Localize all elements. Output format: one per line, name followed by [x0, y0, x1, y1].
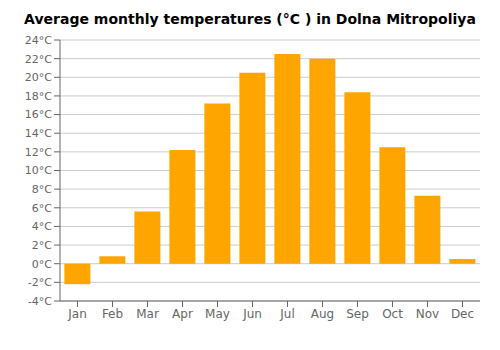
svg-text:14°C: 14°C [25, 127, 52, 140]
svg-text:Jun: Jun [242, 307, 262, 321]
svg-text:Feb: Feb [102, 307, 123, 321]
svg-text:-2°C: -2°C [28, 276, 52, 289]
svg-text:22°C: 22°C [25, 53, 52, 66]
svg-text:16°C: 16°C [25, 108, 52, 121]
html-text:Average monthly temperatures (: Average monthly temperatures (°C ) in Do… [24, 11, 476, 27]
svg-text:Apr: Apr [172, 307, 193, 321]
svg-text:20°C: 20°C [25, 71, 52, 84]
svg-text:18°C: 18°C [25, 90, 52, 103]
svg-text:4°C: 4°C [32, 220, 52, 233]
svg-text:6°C: 6°C [32, 202, 52, 215]
svg-text:2°C: 2°C [32, 239, 52, 252]
svg-text:Jan: Jan [67, 307, 87, 321]
svg-text:8°C: 8°C [32, 183, 52, 196]
svg-text:Dec: Dec [451, 307, 474, 321]
svg-text:May: May [205, 307, 230, 321]
svg-text:Jul: Jul [279, 307, 294, 321]
svg-text:-4°C: -4°C [28, 295, 52, 308]
svg-text:Nov: Nov [416, 307, 439, 321]
svg-text:Sep: Sep [346, 307, 369, 321]
svg-text:Oct: Oct [382, 307, 403, 321]
svg-text:Aug: Aug [311, 307, 334, 321]
svg-text:Mar: Mar [136, 307, 159, 321]
svg-text:12°C: 12°C [25, 146, 52, 159]
svg-text:24°C: 24°C [25, 34, 52, 47]
svg-text:10°C: 10°C [25, 164, 52, 177]
svg-text:0°C: 0°C [32, 258, 52, 271]
